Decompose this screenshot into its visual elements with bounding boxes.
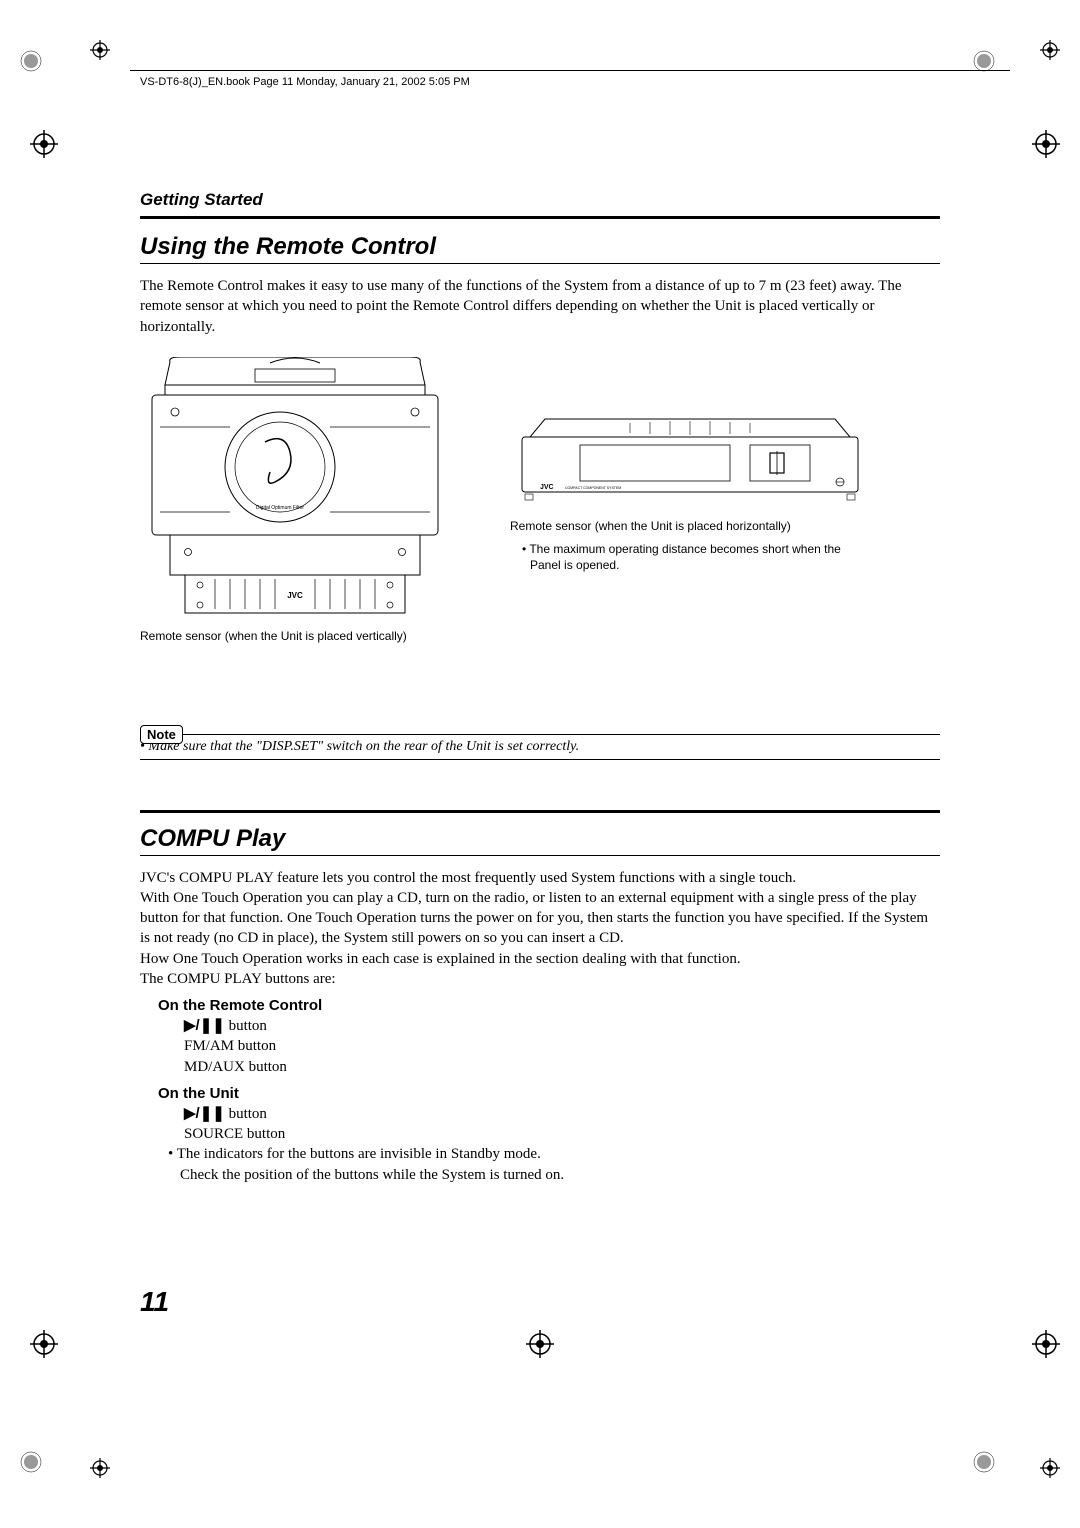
intro-paragraph: The Remote Control makes it easy to use … xyxy=(140,276,940,337)
unit-item: SOURCE button xyxy=(184,1124,940,1144)
registration-mark-icon xyxy=(30,1330,58,1358)
illustration-vertical: Digital Optimum Filter JVC xyxy=(140,357,450,645)
remote-item: MD/AUX button xyxy=(184,1057,940,1077)
registration-mark-small-icon xyxy=(1040,40,1060,60)
registration-mark-icon xyxy=(1032,1330,1060,1358)
corner-mark-icon xyxy=(20,1451,42,1473)
registration-mark-small-icon xyxy=(90,40,110,60)
play-pause-icon: ▶/❚❚ xyxy=(184,1017,225,1034)
registration-mark-icon xyxy=(30,130,58,158)
caption-vertical: Remote sensor (when the Unit is placed v… xyxy=(140,628,450,645)
remote-item-text: button xyxy=(225,1018,267,1034)
play-pause-icon: ▶/❚❚ xyxy=(184,1105,225,1122)
registration-mark-small-icon xyxy=(90,1458,110,1478)
note-label: Note xyxy=(140,725,183,744)
corner-mark-icon xyxy=(973,1451,995,1473)
registration-mark-small-icon xyxy=(1040,1458,1060,1478)
illustration-horizontal: JVC COMPACT COMPONENT SYSTEM Remote sens… xyxy=(510,417,870,574)
rule xyxy=(140,855,940,856)
page-header-text: VS-DT6-8(J)_EN.book Page 11 Monday, Janu… xyxy=(140,76,470,88)
note-block: Note • Make sure that the "DISP.SET" swi… xyxy=(140,695,940,760)
note-text: • Make sure that the "DISP.SET" switch o… xyxy=(140,739,940,755)
unit-item-text: button xyxy=(225,1106,267,1122)
compu-paragraph: JVC's COMPU PLAY feature lets you contro… xyxy=(140,868,940,990)
corner-mark-icon xyxy=(973,50,995,72)
section-label: Getting Started xyxy=(140,190,940,210)
caption-horizontal: Remote sensor (when the Unit is placed h… xyxy=(510,518,870,535)
unit-item: ▶/❚❚ button xyxy=(184,1104,940,1124)
unit-note-sub: Check the position of the buttons while … xyxy=(180,1165,940,1185)
subheading-remote: On the Remote Control xyxy=(158,997,940,1014)
page-number: 11 xyxy=(140,1286,169,1318)
remote-item: FM/AM button xyxy=(184,1036,940,1056)
page-content: Getting Started Using the Remote Control… xyxy=(140,190,940,1185)
rule xyxy=(140,810,940,813)
heading-compu-play: COMPU Play xyxy=(140,825,940,853)
heading-remote-control: Using the Remote Control xyxy=(140,233,940,261)
device-vertical-icon: Digital Optimum Filter JVC xyxy=(140,357,450,617)
corner-mark-icon xyxy=(20,50,42,72)
registration-mark-icon xyxy=(1032,130,1060,158)
unit-note-text: The indicators for the buttons are invis… xyxy=(177,1146,541,1162)
rule xyxy=(140,759,940,760)
registration-mark-icon xyxy=(526,1330,554,1358)
rule xyxy=(140,216,940,219)
rule xyxy=(140,734,940,735)
subheading-unit: On the Unit xyxy=(158,1085,940,1102)
svg-text:COMPACT COMPONENT SYSTEM: COMPACT COMPONENT SYSTEM xyxy=(565,486,621,490)
rule xyxy=(140,263,940,264)
caption-horizontal-note-text: The maximum operating distance becomes s… xyxy=(529,542,841,573)
brand-label: JVC xyxy=(287,591,303,600)
svg-text:Digital Optimum Filter: Digital Optimum Filter xyxy=(256,505,304,511)
header-rule xyxy=(130,70,1010,71)
svg-text:JVC: JVC xyxy=(540,484,554,491)
remote-item: ▶/❚❚ button xyxy=(184,1016,940,1036)
unit-note: • The indicators for the buttons are inv… xyxy=(168,1144,940,1164)
illustrations-row: Digital Optimum Filter JVC xyxy=(140,357,940,645)
device-horizontal-icon: JVC COMPACT COMPONENT SYSTEM xyxy=(510,417,870,507)
caption-horizontal-note: • The maximum operating distance becomes… xyxy=(522,541,870,575)
